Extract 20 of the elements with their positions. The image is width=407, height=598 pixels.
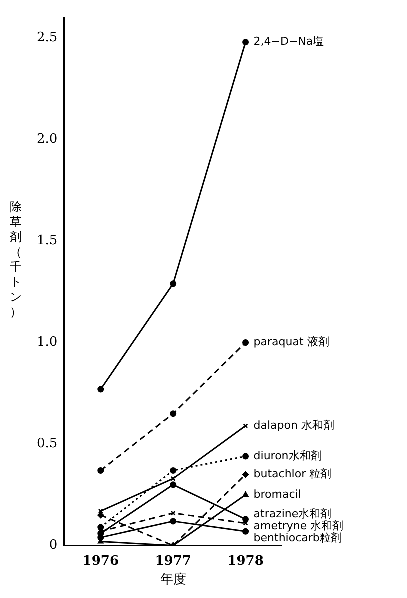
x-tick-label: 1976 (82, 554, 119, 569)
series-label: paraquat 液剤 (254, 336, 330, 349)
y-tick-label: 0 (49, 538, 58, 554)
x-tick-label: 1978 (228, 554, 264, 569)
y-tick-label: 1.0 (36, 335, 58, 350)
series-label: 2,4−D−Na塩 (254, 35, 324, 48)
series-label: benthiocarb粒剤 (254, 532, 342, 545)
series-label: dalapon 水和剤 (254, 418, 334, 432)
series-label: ametryne 水和剤 (254, 520, 344, 533)
series-label: butachlor 粒剤 (254, 468, 332, 481)
x-axis-title: 年度 (160, 572, 186, 588)
y-axis-title: 除草剤（千トン） (9, 200, 23, 320)
x-tick-label: 1977 (155, 554, 192, 569)
y-tick-label: 1.5 (36, 234, 58, 249)
y-tick-label: 0.5 (36, 436, 58, 452)
y-tick-label: 2.5 (36, 30, 58, 46)
series-label: diuron水和剤 (254, 449, 322, 462)
y-tick-label: 2.0 (36, 132, 58, 148)
series-label: bromacil (254, 488, 302, 501)
series-label: atrazine水和剤 (254, 508, 332, 521)
